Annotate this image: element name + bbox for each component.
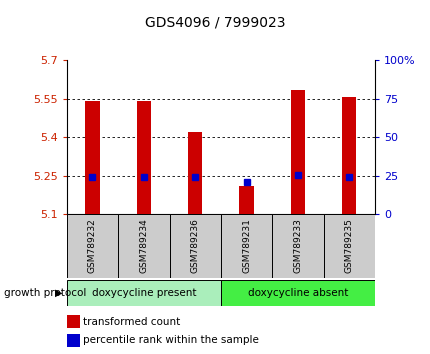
- Bar: [67, 280, 221, 306]
- Text: doxycycline absent: doxycycline absent: [247, 288, 347, 298]
- Text: GSM789236: GSM789236: [190, 218, 199, 274]
- Text: growth protocol: growth protocol: [4, 288, 86, 298]
- Bar: [290, 90, 304, 214]
- Text: GSM789232: GSM789232: [88, 219, 97, 273]
- Bar: [239, 186, 253, 214]
- Bar: [272, 214, 323, 278]
- Bar: [136, 101, 150, 214]
- Bar: [85, 101, 99, 214]
- Text: GSM789231: GSM789231: [242, 218, 251, 274]
- Text: doxycycline present: doxycycline present: [92, 288, 196, 298]
- Text: GSM789233: GSM789233: [293, 218, 302, 274]
- Bar: [220, 280, 374, 306]
- Bar: [341, 97, 356, 214]
- Bar: [118, 214, 169, 278]
- Bar: [67, 214, 118, 278]
- Bar: [67, 334, 80, 347]
- Text: percentile rank within the sample: percentile rank within the sample: [83, 335, 258, 346]
- Bar: [220, 214, 272, 278]
- Bar: [187, 132, 202, 214]
- Text: transformed count: transformed count: [83, 316, 180, 327]
- Bar: [67, 315, 80, 328]
- Text: GSM789234: GSM789234: [139, 219, 148, 273]
- Text: GSM789235: GSM789235: [344, 218, 353, 274]
- Text: GDS4096 / 7999023: GDS4096 / 7999023: [145, 16, 285, 30]
- Bar: [169, 214, 220, 278]
- Bar: [323, 214, 374, 278]
- Text: ▶: ▶: [55, 288, 62, 298]
